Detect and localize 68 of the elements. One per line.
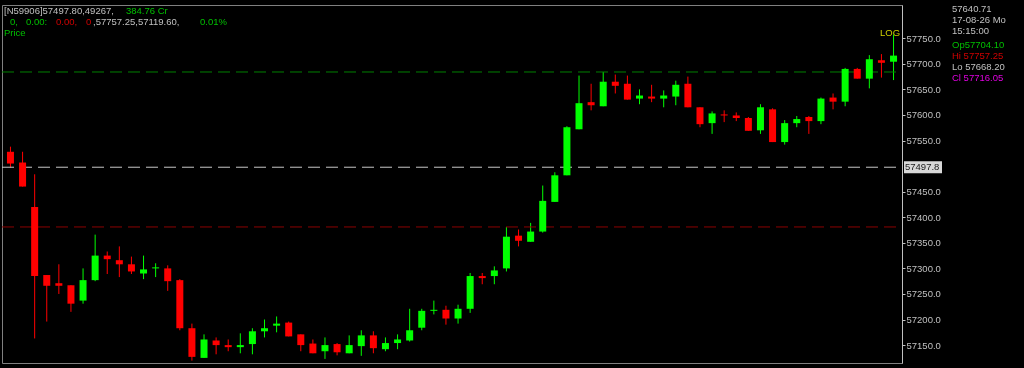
candlestick <box>720 109 728 123</box>
annotation: 0.01% <box>200 16 228 27</box>
annotation: 0 <box>86 16 92 27</box>
y-tick-label: 57750.0 <box>906 32 941 44</box>
candlestick <box>805 115 813 135</box>
candlestick <box>406 308 414 343</box>
annotation: LOG <box>880 27 901 38</box>
annotation: 0.00, <box>56 16 78 27</box>
annotation: Price <box>4 27 26 38</box>
candlestick <box>696 106 704 128</box>
y-tick-label: 57550.0 <box>906 135 941 147</box>
candlestick <box>321 336 329 360</box>
candlestick <box>357 329 365 357</box>
y-tick-label: 57600.0 <box>906 109 941 121</box>
candlestick <box>418 308 426 331</box>
candlestick <box>67 284 75 313</box>
y-tick-label: 57150.0 <box>906 339 941 351</box>
candlestick <box>708 110 716 135</box>
candlestick <box>672 80 680 106</box>
text: Cl 57716.05 <box>952 72 1004 83</box>
candlestick <box>829 92 837 110</box>
ref-line-label: 57497.8 <box>905 161 940 173</box>
text: 57640.71 <box>952 3 992 14</box>
text: 17-08-26 Mo <box>952 14 1006 25</box>
candlestick <box>164 264 172 292</box>
y-tick-label: 57700.0 <box>906 58 941 70</box>
candlestick <box>6 146 14 169</box>
candlestick <box>817 97 825 125</box>
candlestick <box>865 54 873 89</box>
candlestick <box>140 255 148 280</box>
candlestick <box>369 330 377 354</box>
text: Hi 57757.25 <box>952 50 1004 61</box>
candlestick <box>442 305 450 326</box>
y-tick-label: 57250.0 <box>906 288 941 300</box>
candlestick <box>430 300 438 315</box>
candlestick <box>200 333 208 359</box>
y-tick-label: 57300.0 <box>906 262 941 274</box>
candlestick <box>623 75 631 101</box>
annotation: 0, <box>10 16 18 27</box>
candlestick <box>587 83 595 111</box>
annotation: ,57757.25,57119.60, <box>93 16 180 27</box>
annotation: [N59906]57497.80,49267, <box>4 5 114 16</box>
candlestick <box>55 263 63 295</box>
candlestick <box>684 76 692 108</box>
candlestick <box>43 274 51 323</box>
candlestick <box>877 53 885 79</box>
candlestick <box>248 327 256 355</box>
candlestick <box>236 332 244 354</box>
y-tick-label: 57650.0 <box>906 83 941 95</box>
candlestick <box>152 262 160 278</box>
y-tick-label: 57450.0 <box>906 186 941 198</box>
candlestick <box>527 222 535 243</box>
candlestick <box>756 103 764 135</box>
text: Lo 57668.20 <box>952 61 1005 72</box>
annotation: 384.76 Cr <box>126 5 168 16</box>
candlestick <box>781 119 789 146</box>
candlestick <box>115 245 123 278</box>
y-tick-label: 57400.0 <box>906 211 941 223</box>
y-tick-label: 57350.0 <box>906 237 941 249</box>
text: Op57704.10 <box>952 39 1005 50</box>
candlestick <box>890 34 898 81</box>
text: 15:15:00 <box>952 25 989 36</box>
candlestick <box>212 336 220 355</box>
annotation: 0.00: <box>26 16 48 27</box>
candlestick <box>79 267 87 305</box>
candlestick <box>611 74 619 94</box>
candlestick <box>454 304 462 325</box>
y-tick-label: 57200.0 <box>906 314 941 326</box>
